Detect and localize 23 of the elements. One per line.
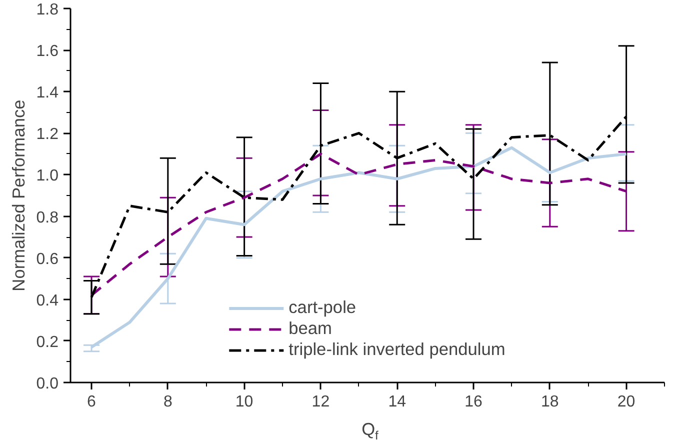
- x-axis-title: Q$_{f}$: [362, 419, 378, 442]
- legend-label: triple-link inverted pendulum: [288, 339, 506, 360]
- x-tick-label: 20: [617, 394, 636, 410]
- y-tick-label: 1.6: [36, 43, 59, 60]
- x-tick-label: 6: [87, 394, 96, 410]
- y-tick-label: 1.8: [36, 2, 59, 18]
- y-tick-label: 0.0: [36, 376, 59, 392]
- y-tick-label: 0.8: [36, 209, 59, 226]
- y-axis-title: Normalized Performance: [8, 100, 28, 292]
- x-tick-label: 14: [388, 394, 406, 410]
- legend-label: cart-pole: [288, 297, 356, 318]
- legend-label: beam: [288, 318, 332, 339]
- x-tick-label: 18: [541, 394, 559, 410]
- y-tick-label: 0.6: [36, 250, 59, 268]
- x-tick-label: 12: [312, 394, 330, 410]
- x-tick-label: 10: [235, 394, 254, 410]
- y-tick-label: 1.0: [36, 168, 59, 185]
- y-tick-label: 0.4: [36, 292, 59, 310]
- y-tick-label: 1.4: [36, 84, 59, 102]
- x-tick-label: 16: [464, 394, 483, 410]
- y-tick-label: 0.2: [36, 334, 59, 351]
- y-tick-label: 1.2: [36, 126, 59, 144]
- x-tick-label: 8: [163, 394, 172, 410]
